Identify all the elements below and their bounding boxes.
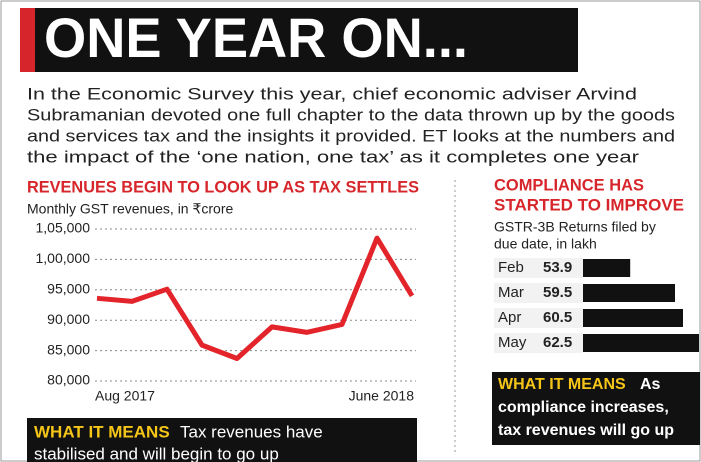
intro-line: and services tax and the insights it pro…	[27, 126, 675, 145]
y-tick-label: 1,05,000	[36, 220, 91, 236]
value-label: 53.9	[543, 259, 572, 276]
bar	[583, 334, 699, 352]
note-text: Tax revenues have	[180, 422, 323, 441]
category-label: May	[498, 334, 527, 351]
bar	[583, 284, 675, 302]
intro-line: In the Economic Survey this year, chief …	[27, 84, 637, 103]
note-box	[27, 418, 417, 462]
y-tick-label: 90,000	[47, 311, 90, 327]
note-text: tax revenues will go up	[498, 422, 674, 439]
intro-line: the impact of the ‘one nation, one tax’ …	[27, 147, 639, 166]
value-label: 62.5	[543, 334, 572, 351]
bar	[583, 259, 631, 277]
chart-subtitle: due date, in lakh	[494, 236, 597, 252]
value-label: 59.5	[543, 284, 572, 301]
y-tick-label: 85,000	[47, 341, 90, 357]
title-accent	[20, 8, 35, 72]
bar	[583, 309, 683, 327]
category-label: Mar	[498, 284, 524, 301]
y-tick-label: 80,000	[47, 372, 90, 388]
note-text: As	[640, 376, 661, 393]
x-tick-label: Aug 2017	[95, 388, 155, 404]
category-label: Feb	[498, 259, 524, 276]
row-bg	[494, 258, 583, 278]
note-text: compliance increases,	[498, 399, 669, 416]
x-tick-label: June 2018	[349, 388, 415, 404]
intro-line: Subramanian devoted one full chapter to …	[27, 105, 675, 124]
note-label: WHAT IT MEANS	[34, 422, 170, 441]
category-label: Apr	[498, 309, 521, 326]
note-label: WHAT IT MEANS	[498, 376, 626, 393]
chart-subtitle: Monthly GST revenues, in ₹crore	[27, 201, 234, 217]
revenue-line	[96, 235, 415, 362]
chart-title: COMPLIANCE HAS	[494, 175, 644, 194]
note-box	[492, 372, 700, 445]
chart-title: STARTED TO IMPROVE	[494, 195, 684, 214]
y-tick-label: 1,00,000	[36, 250, 91, 266]
title-band	[35, 8, 578, 72]
row-bg	[494, 283, 583, 303]
row-bg	[494, 308, 583, 328]
chart-title: REVENUES BEGIN TO LOOK UP AS TAX SETTLES	[27, 177, 419, 196]
row-bg	[494, 333, 583, 353]
page-title: ONE YEAR ON...	[44, 6, 468, 69]
chart-subtitle: GSTR-3B Returns filed by	[494, 219, 656, 235]
value-label: 60.5	[543, 309, 572, 326]
y-tick-label: 95,000	[47, 281, 90, 297]
note-text: stabilised and will begin to go up	[34, 444, 279, 462]
